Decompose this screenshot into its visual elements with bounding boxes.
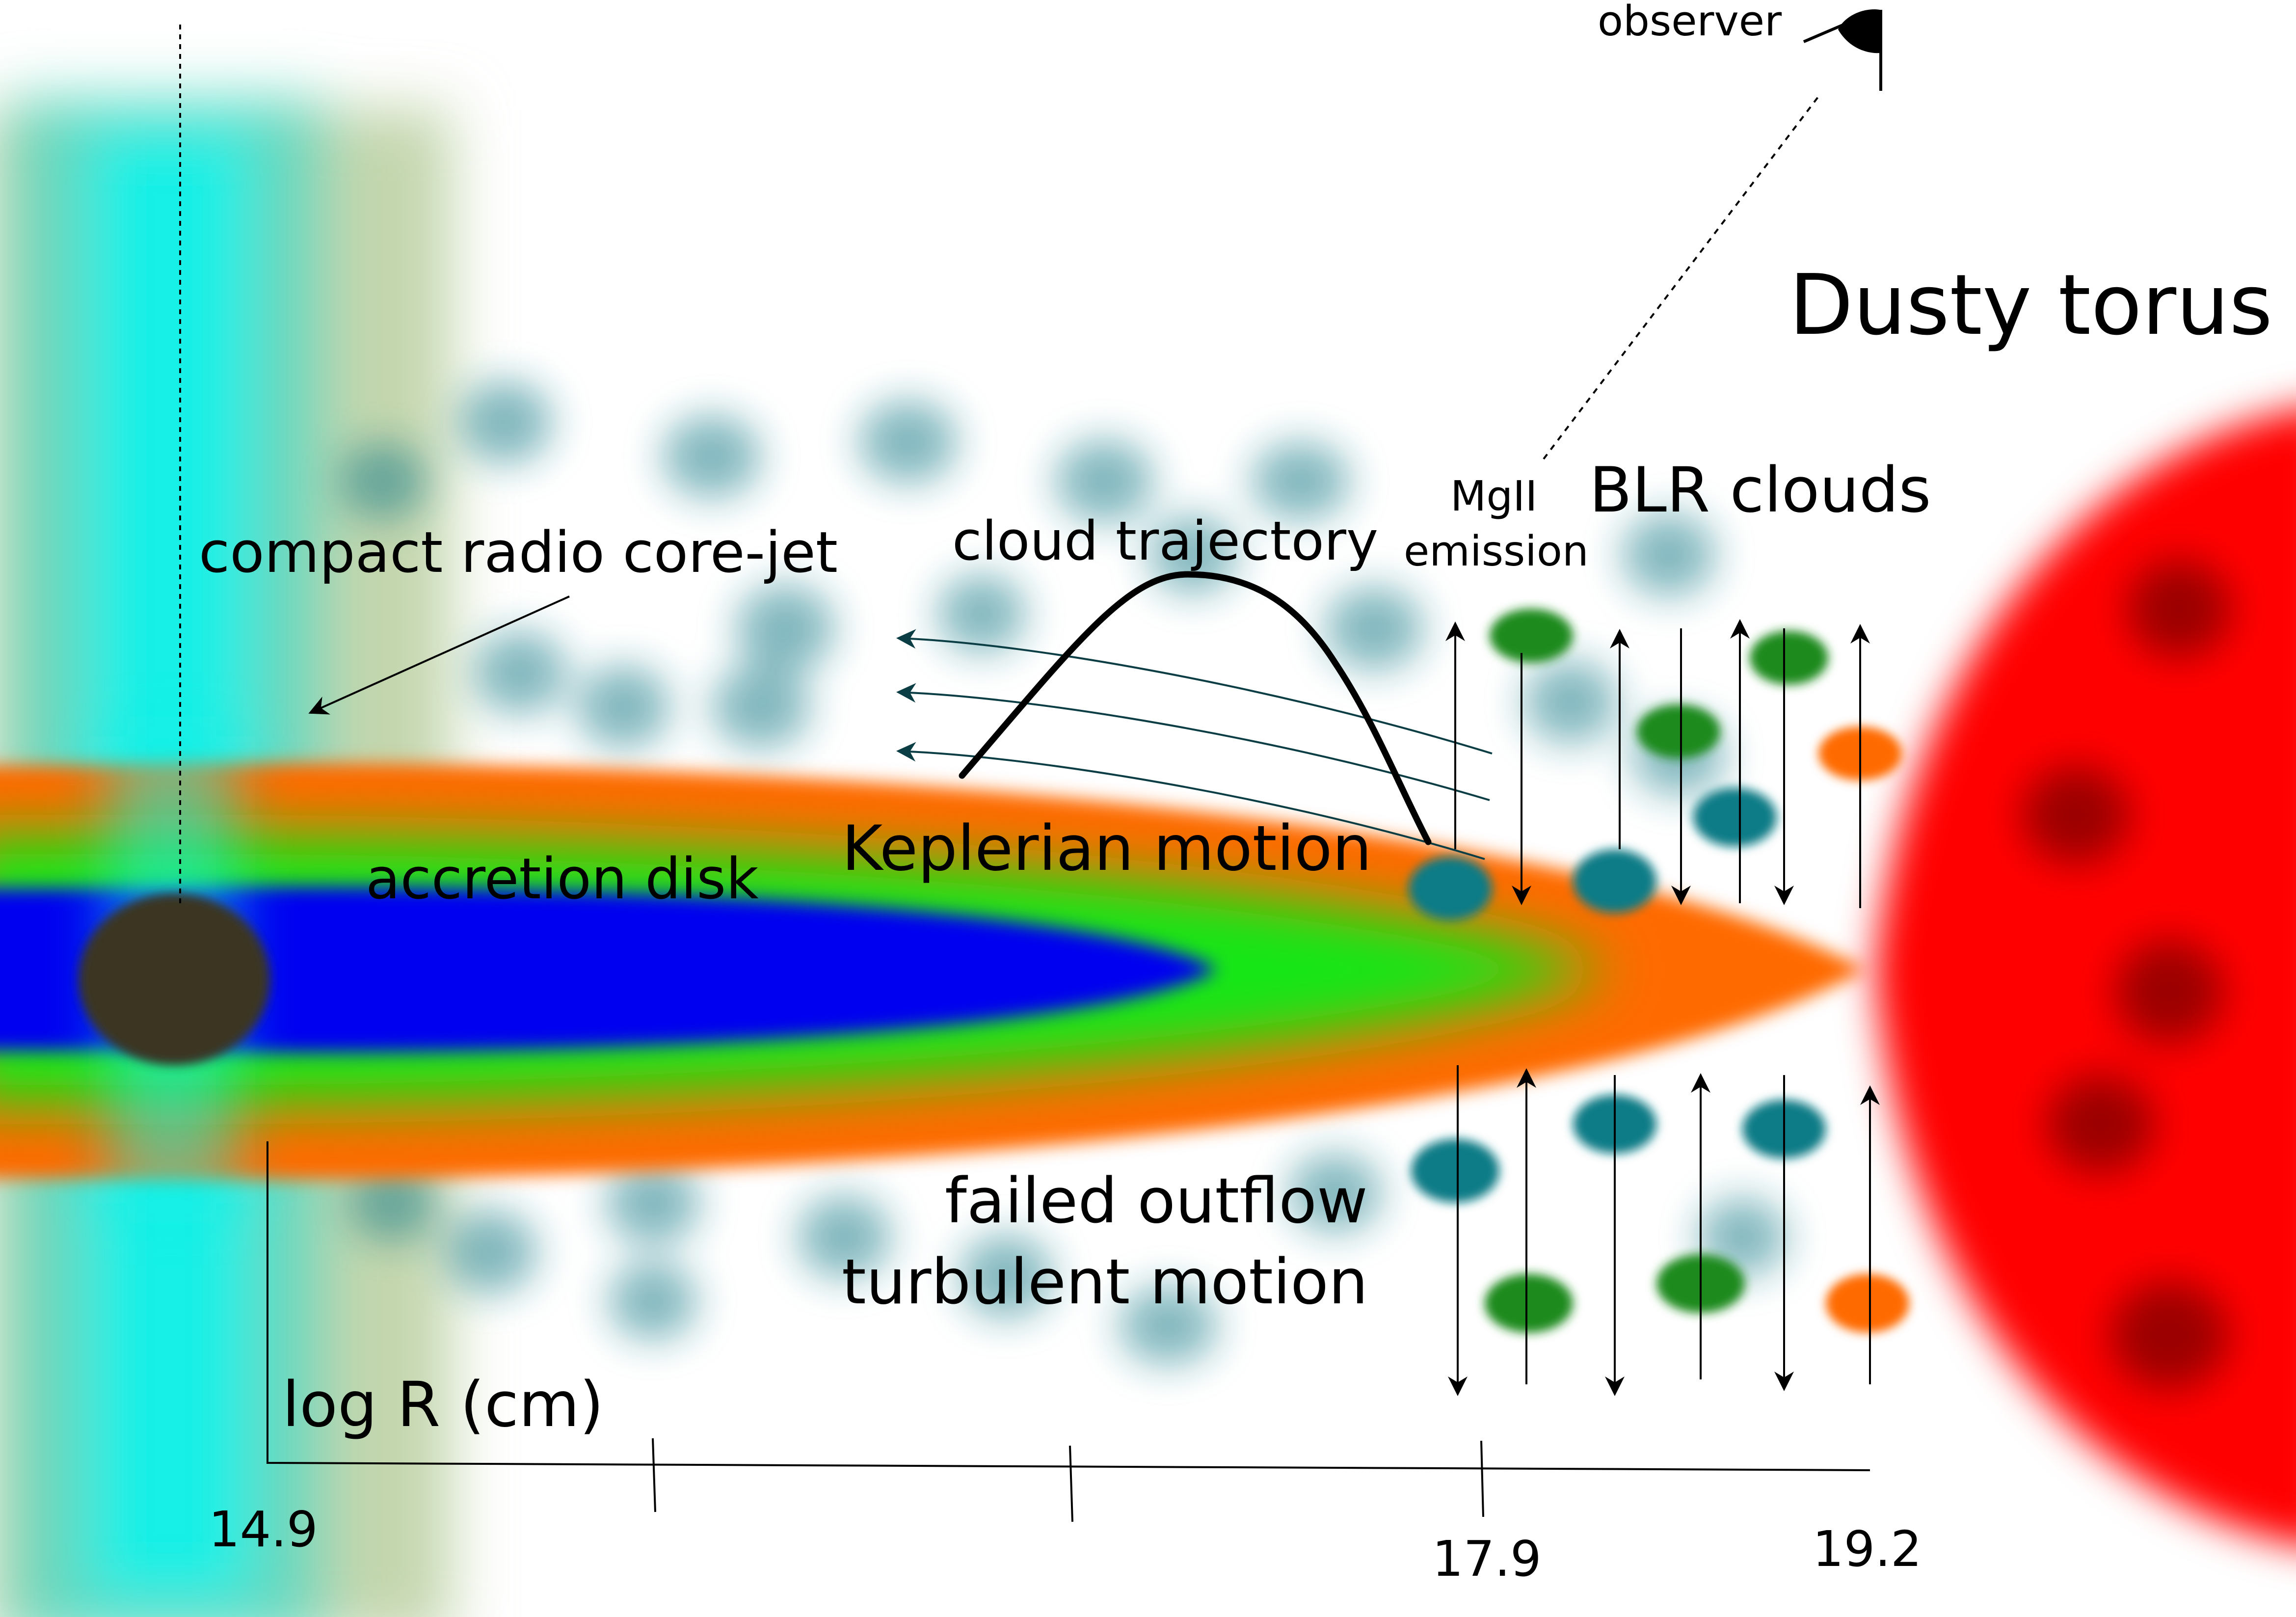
keplerian-motion-label: Keplerian motion <box>842 812 1372 885</box>
cloud-field <box>339 380 1787 1365</box>
tick-label: 19.2 <box>1813 1520 1922 1578</box>
blr-cloud-teal <box>1693 788 1777 847</box>
blr-cloud-green <box>1490 609 1573 663</box>
faint-cloud <box>1055 439 1153 523</box>
blr-clouds-label: BLR clouds <box>1589 454 1931 526</box>
faint-cloud <box>1288 1154 1382 1232</box>
faint-cloud <box>339 442 427 520</box>
axis-tick <box>652 1438 656 1512</box>
faint-cloud <box>937 574 1026 653</box>
faint-cloud <box>1622 513 1715 596</box>
observer-label: observer <box>1598 0 1782 46</box>
radius-axis <box>267 1141 1870 1471</box>
black-hole <box>79 893 270 1065</box>
failed-outflow-label: failed outflow <box>945 1164 1368 1237</box>
blr-cloud-teal <box>1409 857 1492 920</box>
faint-cloud <box>1252 442 1350 520</box>
faint-cloud <box>459 380 552 464</box>
faint-cloud <box>960 1235 1053 1318</box>
dusty-torus-label: Dusty torus <box>1789 257 2272 354</box>
faint-cloud <box>663 415 761 498</box>
faint-cloud <box>606 1161 699 1244</box>
core-jet-label: compact radio core-jet <box>199 520 838 586</box>
faint-cloud <box>1524 660 1617 744</box>
torus-clump <box>2047 1075 2155 1173</box>
faint-cloud <box>577 665 670 749</box>
axis-tick <box>1480 1440 1484 1517</box>
faint-cloud <box>1119 1286 1217 1365</box>
faint-cloud <box>609 1262 697 1340</box>
faint-cloud <box>444 1210 537 1294</box>
mgii-emission-label: emission <box>1404 527 1589 576</box>
line-work <box>179 25 1880 1522</box>
dusty-torus <box>1875 408 2296 1545</box>
core-jet-pointer-arrow <box>308 595 570 715</box>
torus-clump <box>2110 1281 2228 1389</box>
blr-cloud-orange <box>1826 1274 1909 1333</box>
faint-cloud <box>712 665 810 749</box>
blr-cloud-group <box>1409 609 1909 1333</box>
blr-cloud-green <box>1750 631 1828 685</box>
cloud-trajectory-curve <box>959 571 1432 845</box>
faint-cloud <box>736 584 834 673</box>
torus-clump <box>2128 560 2231 658</box>
keplerian-streamline <box>896 629 1493 755</box>
torus-body <box>1875 408 2296 1545</box>
axis-tick <box>1069 1445 1073 1522</box>
tick-label: 17.9 <box>1432 1530 1542 1588</box>
keplerian-streamline <box>896 742 1485 860</box>
line-of-sight <box>1543 92 1822 460</box>
turbulent-motion-label: turbulent motion <box>842 1245 1368 1318</box>
faint-cloud <box>1325 587 1423 670</box>
accretion-disk-label: accretion disk <box>366 846 759 912</box>
faint-cloud <box>348 1163 437 1242</box>
blr-cloud-teal <box>1573 849 1656 913</box>
faint-cloud <box>474 631 567 714</box>
faint-cloud <box>1698 1198 1787 1276</box>
blr-cloud-green <box>1485 1274 1573 1333</box>
torus-clump <box>2115 940 2223 1043</box>
mgii-label: MgII <box>1450 472 1537 521</box>
observer-eye-icon <box>1803 9 1882 91</box>
faint-cloud <box>798 1195 891 1279</box>
cloud-trajectory-label: cloud trajectory <box>952 510 1378 572</box>
disk-inner-layer <box>0 886 1217 1053</box>
text-labels: observer Dusty torus MgII emission BLR c… <box>199 0 2272 1588</box>
eye-shape <box>1838 9 1881 54</box>
blr-cloud-teal <box>1411 1139 1499 1203</box>
torus-clump <box>2022 766 2130 864</box>
faint-cloud <box>859 400 957 484</box>
accretion-disk <box>0 763 1865 1180</box>
axis-label: log R (cm) <box>282 1368 604 1441</box>
blr-cloud-green <box>1637 704 1720 758</box>
tick-label: 14.9 <box>209 1501 318 1558</box>
